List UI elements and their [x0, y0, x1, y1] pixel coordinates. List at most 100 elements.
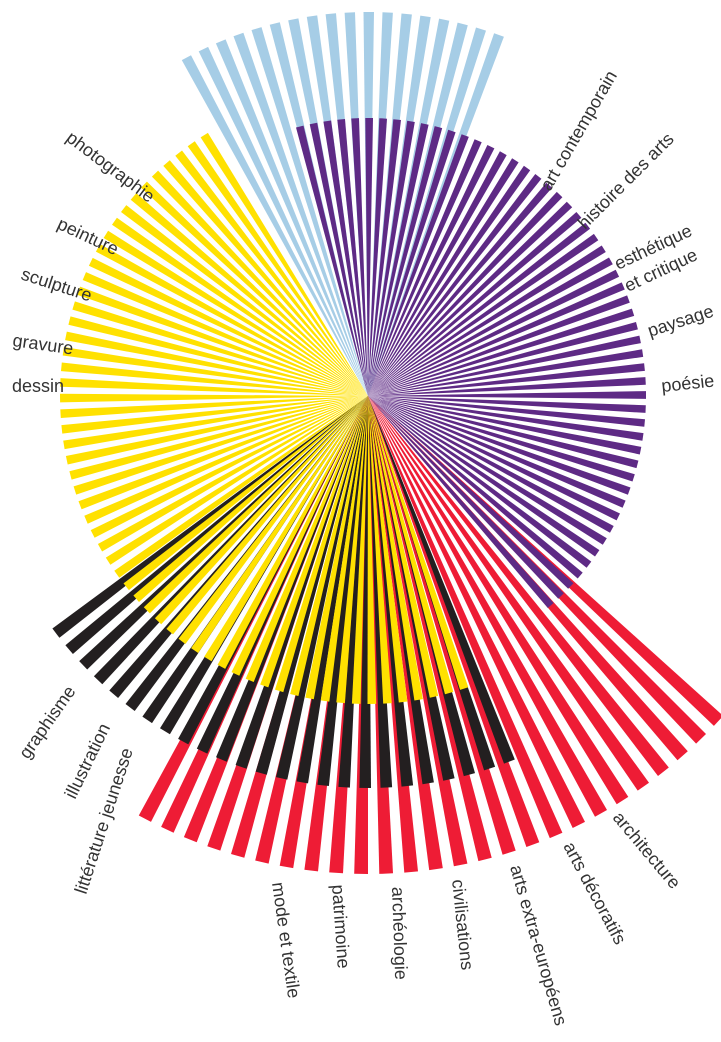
purple-ray — [296, 125, 368, 396]
yellow-ray — [260, 396, 368, 688]
yellow-ray — [305, 396, 368, 700]
purple-ray — [368, 396, 646, 413]
purple-ray — [368, 201, 573, 396]
purple-ray — [368, 396, 592, 568]
yellow-ray — [77, 286, 368, 396]
yellow-ray — [63, 396, 368, 450]
purple-ray — [368, 257, 613, 396]
yellow-ray — [121, 205, 368, 396]
purple-ray — [368, 126, 443, 396]
label-civilisations: civilisations — [448, 878, 477, 971]
purple-ray — [368, 396, 607, 545]
label-arts-extra-europeens: arts extra-européens — [506, 863, 571, 1028]
yellow-ray — [105, 396, 369, 565]
yellow-ray — [123, 396, 368, 591]
yellow-ray — [65, 331, 368, 396]
label-patrimoine: patrimoine — [328, 884, 354, 969]
purple-ray — [368, 396, 554, 608]
yellow-ray — [368, 396, 392, 704]
label-arts-decoratifs: arts décoratifs — [559, 838, 630, 947]
yellow-ray — [367, 396, 377, 704]
purple-ray — [368, 396, 600, 557]
purple-ray — [368, 335, 641, 396]
yellow-ray — [61, 362, 368, 396]
purple-ray — [368, 396, 639, 469]
label-poesie: poésie — [660, 371, 715, 396]
yellow-ray — [84, 396, 369, 524]
purple-ray — [368, 396, 635, 482]
yellow-ray — [73, 396, 368, 495]
purple-ray — [368, 295, 630, 396]
purple-ray — [368, 222, 591, 396]
yellow-ray — [245, 396, 368, 682]
red-ray — [368, 396, 585, 828]
purple-ray — [368, 174, 542, 396]
yellow-ray — [78, 396, 368, 510]
purple-ray — [368, 308, 635, 396]
yellow-ray — [141, 181, 368, 396]
yellow-ray — [97, 396, 369, 552]
red-ray — [368, 396, 629, 805]
purple-ray — [309, 122, 368, 396]
yellow-ray — [368, 396, 469, 690]
light-blue-ray — [344, 12, 368, 396]
label-dessin: dessin — [12, 376, 64, 396]
purple-ray — [368, 396, 631, 495]
label-histoire-des-arts: histoire des arts — [574, 129, 678, 233]
purple-ray — [368, 391, 646, 399]
yellow-ray — [368, 396, 454, 695]
yellow-ray — [65, 396, 369, 465]
purple-ray — [368, 396, 644, 441]
purple-ray — [368, 377, 646, 396]
purple-ray — [368, 349, 644, 396]
yellow-ray — [82, 272, 368, 396]
label-mode-et-textile: mode et textile — [268, 881, 304, 1000]
yellow-ray — [112, 217, 368, 396]
purple-ray — [368, 123, 429, 396]
black-ray — [368, 396, 515, 764]
purple-ray — [368, 182, 553, 396]
yellow-ray — [217, 396, 368, 669]
yellow-ray — [368, 396, 423, 701]
yellow-ray — [175, 150, 368, 396]
purple-ray — [351, 118, 368, 396]
label-sculpture: sculpture — [19, 264, 95, 306]
yellow-ray — [166, 396, 368, 635]
purple-ray — [323, 120, 368, 396]
label-archeologie: archéologie — [388, 886, 411, 980]
yellow-ray — [60, 378, 368, 396]
purple-ray — [368, 282, 625, 396]
yellow-ray — [72, 301, 369, 396]
purple-ray — [365, 118, 373, 396]
purple-ray — [368, 145, 495, 396]
purple-ray — [368, 158, 519, 396]
yellow-ray — [60, 393, 368, 403]
red-ray — [368, 396, 607, 817]
purple-ray — [368, 118, 387, 396]
yellow-ray — [204, 396, 368, 662]
purple-ray — [368, 119, 401, 396]
light-blue-ray — [198, 46, 368, 397]
yellow-ray — [178, 396, 368, 644]
yellow-ray — [130, 193, 368, 396]
purple-ray — [368, 212, 582, 396]
label-paysage: paysage — [645, 301, 716, 341]
yellow-ray — [62, 347, 368, 396]
purple-ray — [368, 396, 614, 533]
purple-ray — [368, 322, 638, 396]
light-blue-ray — [233, 32, 368, 397]
purple-ray — [368, 245, 606, 396]
purple-ray — [368, 396, 645, 427]
black-ray — [52, 396, 369, 638]
purple-ray — [368, 396, 583, 579]
label-art-contemporain: art contemporain — [536, 67, 621, 194]
purple-ray — [368, 396, 574, 589]
yellow-ray — [191, 396, 368, 653]
light-blue-ray — [251, 27, 368, 396]
purple-ray — [368, 191, 563, 396]
purple-ray — [368, 233, 599, 396]
radial-rays — [52, 12, 721, 874]
red-ray — [368, 396, 669, 776]
purple-ray — [337, 119, 368, 396]
